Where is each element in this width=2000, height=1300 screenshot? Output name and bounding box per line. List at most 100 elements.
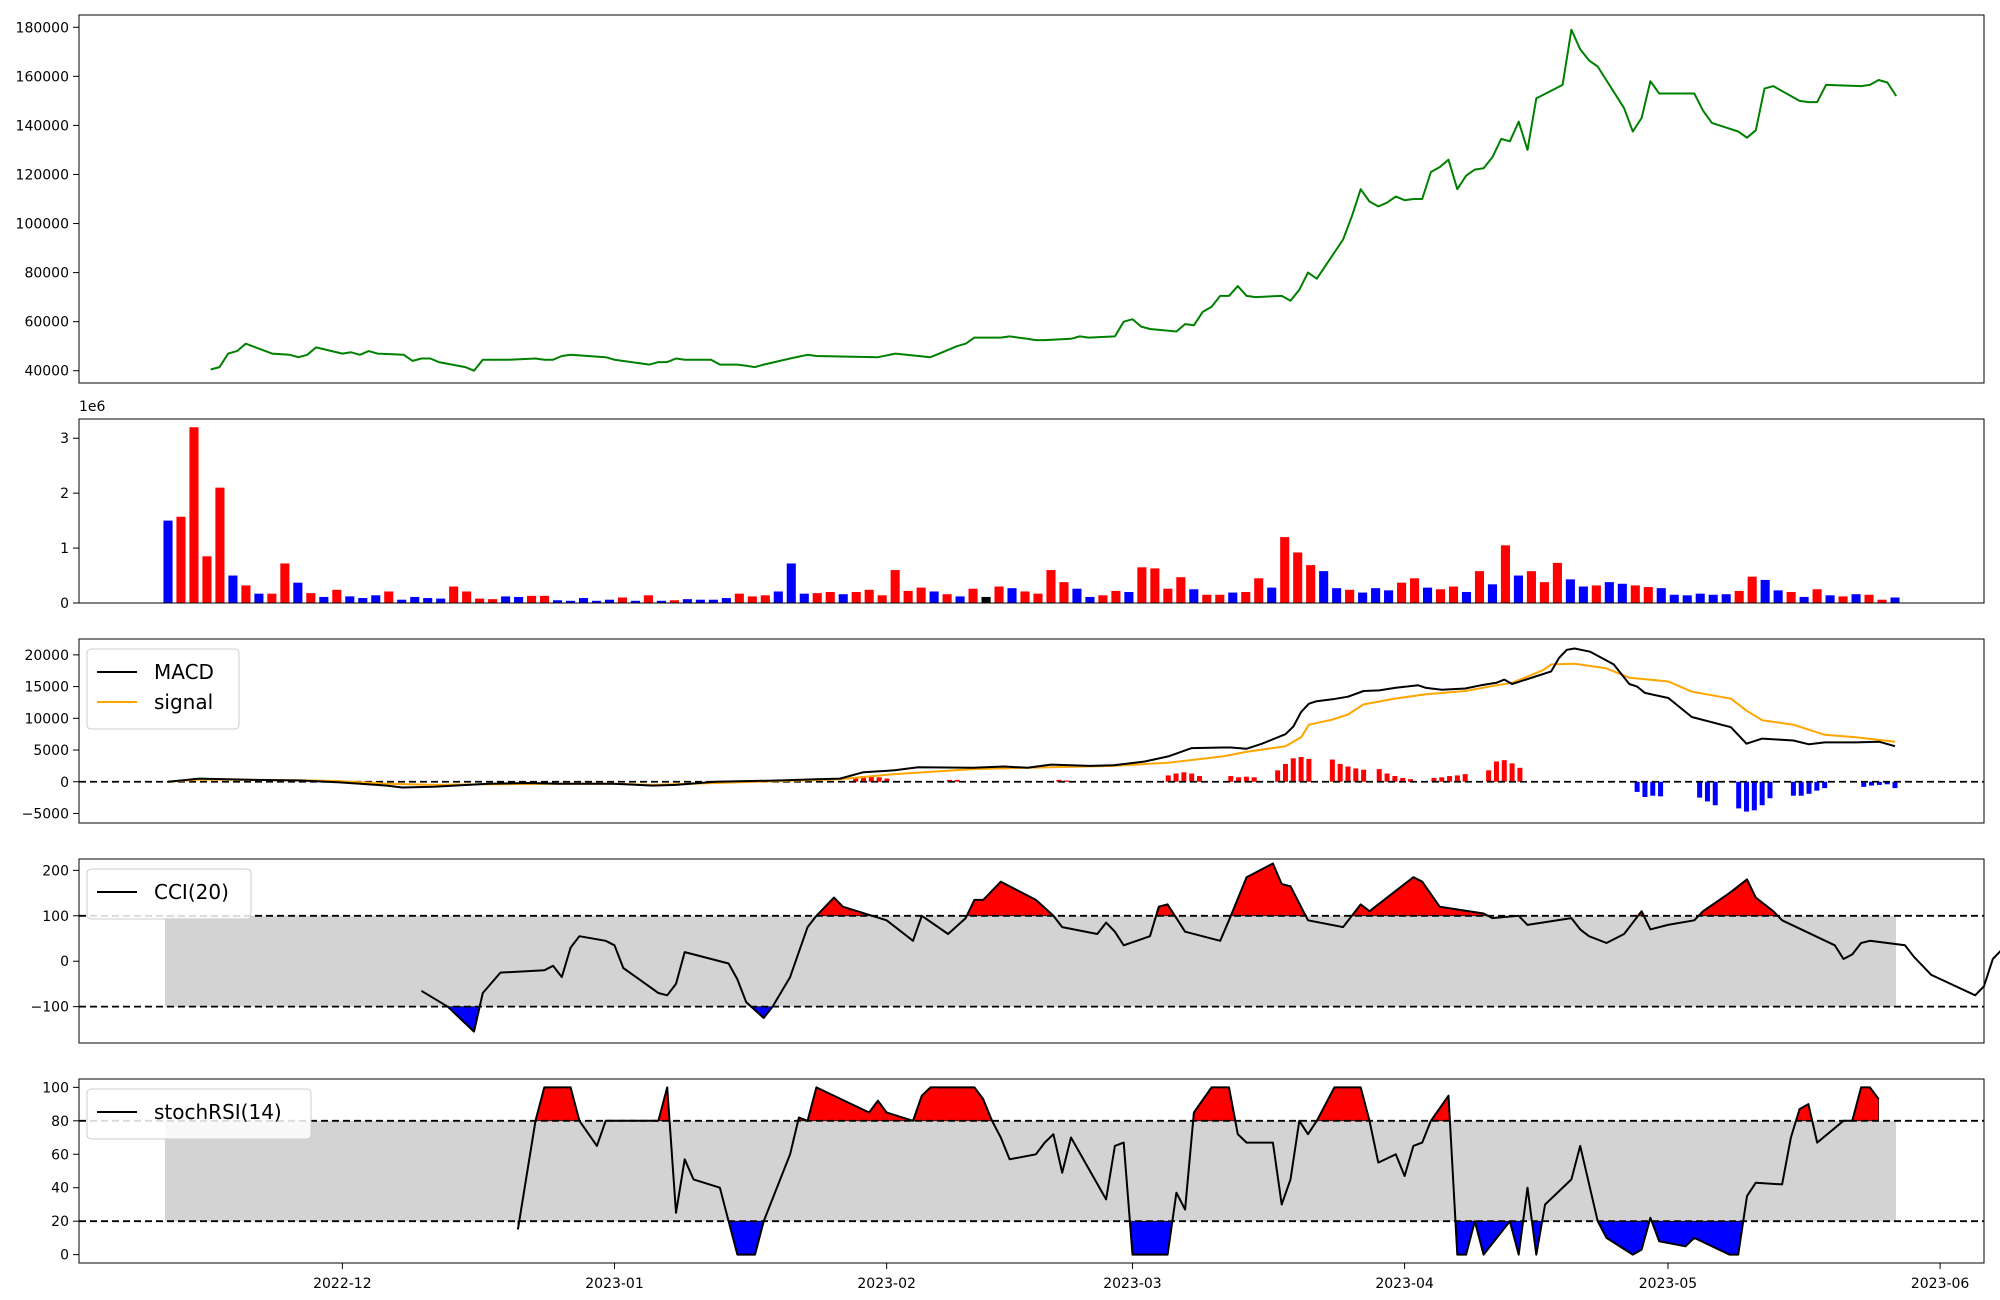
volume-bar: [1111, 590, 1121, 603]
macd-histogram-bar: [884, 778, 890, 782]
macd-histogram-bar: [1181, 772, 1187, 782]
volume-bar: [903, 590, 913, 603]
volume-bar: [1864, 594, 1874, 603]
macd-histogram-bar: [1236, 777, 1242, 782]
volume-bar: [1513, 575, 1523, 603]
x-tick-label: 2022-12: [313, 1276, 372, 1292]
y-tick-label: 15000: [24, 680, 69, 696]
volume-bar: [1163, 588, 1173, 603]
volume-bar: [358, 598, 368, 603]
volume-bar: [267, 593, 277, 603]
volume-bar: [695, 599, 705, 603]
volume-bar: [851, 592, 861, 603]
volume-bar: [514, 596, 524, 603]
volume-bar: [1124, 592, 1134, 603]
y-tick-label: 1: [60, 541, 69, 557]
volume-bar: [1656, 588, 1666, 603]
panel-border: [78, 418, 1985, 604]
y-tick-label: 20: [51, 1214, 69, 1230]
volume-offset-label: 1e6: [79, 399, 106, 415]
volume-bar: [1604, 582, 1614, 603]
volume-panel: 0 1 2 3 1e6: [60, 399, 1985, 612]
volume-bar: [462, 591, 472, 603]
y-tick-label: 60000: [24, 315, 69, 331]
volume-bar: [656, 600, 666, 603]
legend-box: [86, 648, 240, 730]
macd-histogram-bar: [954, 779, 960, 782]
legend-box: [86, 1088, 312, 1140]
volume-bar: [591, 600, 602, 603]
y-tick-label: 200: [42, 863, 69, 879]
y-tick-label: −100: [31, 1000, 69, 1016]
macd-histogram-bar: [853, 777, 859, 782]
macd-histogram-bar: [1431, 777, 1437, 782]
volume-bar: [799, 593, 809, 603]
macd-histogram-bar: [1704, 781, 1710, 802]
y-tick-label: 80: [51, 1114, 69, 1130]
x-tick-label: 2023-01: [585, 1276, 644, 1292]
y-tick-label: 2: [60, 486, 69, 502]
volume-bar: [1669, 594, 1679, 603]
volume-bar: [1410, 578, 1420, 603]
volume-bar: [929, 591, 939, 603]
macd-panel: −5000 0 5000 10000 15000 20000 MACD signal: [22, 638, 1985, 824]
volume-bar: [916, 587, 926, 603]
volume-bar: [423, 598, 433, 603]
volume-bar: [1189, 589, 1199, 603]
volume-bar: [812, 593, 822, 603]
y-tick-label: 120000: [16, 167, 69, 183]
volume-bar: [1448, 586, 1459, 603]
macd-histogram-bar: [876, 777, 882, 782]
volume-bar: [877, 595, 887, 603]
volume-bar: [1137, 567, 1147, 603]
volume-bar: [527, 595, 537, 603]
y-tick-label: 100: [42, 1080, 69, 1096]
volume-bar: [1007, 588, 1017, 603]
legend-label: MACD: [154, 660, 214, 684]
volume-bar: [838, 594, 848, 603]
panel-border: [78, 858, 1985, 1044]
panel-border: [78, 638, 1985, 824]
volume-bar: [1877, 599, 1887, 603]
macd-histogram-bar: [1814, 781, 1820, 791]
volume-bar: [617, 597, 628, 603]
macd-histogram-bar: [1642, 781, 1648, 797]
volume-bar: [1760, 579, 1770, 603]
volume-bar: [1150, 568, 1160, 603]
volume-bar: [1890, 597, 1900, 603]
volume-bar: [1072, 588, 1082, 603]
macd-histogram-bar: [1892, 781, 1898, 789]
volume-bar: [410, 596, 420, 603]
macd-histogram-bar: [1361, 769, 1367, 782]
volume-bar: [1747, 576, 1757, 603]
volume-bar: [488, 599, 498, 603]
y-tick-label: 20000: [24, 648, 69, 664]
volume-bar: [864, 589, 874, 603]
volume-bar: [669, 600, 679, 603]
x-tick-label: 2023-04: [1375, 1276, 1434, 1292]
volume-bar: [1397, 582, 1407, 603]
volume-bar: [1721, 594, 1731, 603]
volume-bar: [1020, 591, 1030, 603]
volume-bar: [773, 591, 783, 603]
macd-histogram-bar: [1744, 781, 1750, 812]
macd-histogram-bar: [1400, 777, 1406, 782]
x-tick-label: 2023-03: [1103, 1276, 1162, 1292]
legend-label: CCI(20): [154, 880, 229, 904]
macd-histogram-bar: [1290, 758, 1296, 782]
volume-bar: [1267, 587, 1277, 603]
x-tick-label: 2023-06: [1911, 1276, 1970, 1292]
volume-bar: [734, 593, 744, 603]
price-panel: 40000 60000 80000 100000 120000 140000 160000 1…: [16, 14, 1985, 384]
volume-bar: [241, 585, 251, 603]
volume-bar: [1539, 582, 1549, 603]
volume-bar: [345, 596, 355, 603]
volume-bar: [825, 592, 835, 603]
panel-border: [78, 14, 1985, 384]
macd-histogram-bar: [1329, 759, 1335, 782]
volume-bar: [332, 589, 342, 603]
volume-bar: [228, 575, 238, 603]
y-tick-label: 100000: [16, 217, 69, 233]
volume-bar: [630, 600, 641, 603]
